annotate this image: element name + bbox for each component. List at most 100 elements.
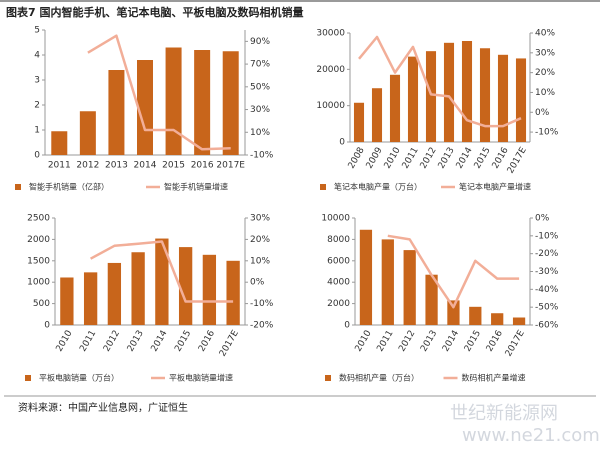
watermark: www.ne21.com [462,425,600,446]
y-tick-label: 0 [44,321,50,331]
bar [461,40,473,142]
y2-tick-label: 10% [535,88,555,98]
bar [515,58,527,142]
y2-tick-label: 30% [250,105,270,115]
line [90,240,234,303]
y-tick-label: 0 [339,138,345,148]
x-tick-label: 2014 [150,329,170,354]
bar [155,238,169,325]
y2-tick-label: -10% [250,299,274,309]
x-tick-label: 2014 [455,146,475,171]
x-tick-label: 2015 [173,329,193,354]
bar [194,50,211,155]
line [87,34,231,151]
bar [425,51,437,142]
y2-tick-label: 0% [535,108,550,118]
y2-tick-label: -30% [535,267,559,277]
x-tick-label: 2015 [473,146,493,171]
y-tick-label: 4000 [327,278,350,288]
line [387,234,520,309]
bar [51,131,68,155]
page-title: 图表7 国内智能手机、笔记本电脑、平板电脑及数码相机销量 [6,5,303,19]
y-tick-label: 0 [34,151,40,161]
x-tick-label: 2013 [105,161,128,171]
y2-tick-label: 50% [250,82,270,92]
x-tick-label: 2014 [134,161,157,171]
x-tick-label: 2011 [48,161,71,171]
legend-swatch [320,184,326,190]
y2-tick-label: 20% [250,235,270,245]
y2-tick-label: 0% [250,278,265,288]
legend-label: 智能手机销量（亿部） [29,182,109,192]
y2-tick-label: 40% [535,29,555,39]
bar [403,250,416,325]
y-tick-label: 2500 [27,214,50,224]
bar [108,70,125,155]
y-tick-label: 2000 [327,299,350,309]
y2-tick-label: 10% [250,256,270,266]
x-tick-label: 2016 [485,329,505,354]
bar [107,262,122,325]
x-tick-label: 2015 [162,161,185,171]
bar [443,42,455,143]
x-tick-label: 2010 [354,329,374,354]
bar [202,254,217,325]
x-tick-label: 2011 [78,329,98,354]
y-tick-label: 8000 [327,235,350,245]
legend-swatch [325,375,331,381]
bar [178,247,193,325]
x-tick-label: 2012 [419,146,439,171]
y-tick-label: 5 [34,26,40,36]
x-tick-label: 2008 [347,146,367,171]
bar [491,313,504,325]
line [358,35,522,128]
legend-label: 笔记本电脑产量增速 [459,182,531,192]
y-tick-label: 6000 [327,256,350,266]
y-tick-label: 500 [33,299,50,309]
bar [83,272,98,325]
watermark: 世纪新能源网 [450,403,558,424]
x-tick-label: 2017E [504,328,527,358]
bar [353,102,365,142]
y2-tick-label: -20% [535,249,559,259]
x-tick-label: 2017E [216,161,245,171]
x-tick-label: 2012 [102,329,122,354]
y2-tick-label: 70% [250,60,270,70]
bar [479,48,491,143]
x-tick-label: 2017E [218,328,241,358]
bar [381,239,394,325]
bar [371,88,383,142]
bar [222,51,239,155]
legend-label: 数码相机产量（万台） [339,373,419,383]
legend-swatch [15,184,21,190]
y2-tick-label: -50% [535,303,559,313]
y-tick-label: 1500 [27,256,50,266]
bar [226,260,240,325]
y-tick-label: 0 [344,321,350,331]
x-tick-label: 2012 [76,161,99,171]
legend-label: 平板电脑销量增速 [169,373,233,383]
y-tick-label: 10000 [321,214,350,224]
bar [389,74,401,142]
bar [512,317,526,325]
bar [79,111,96,155]
y2-tick-label: 20% [535,68,555,78]
x-tick-label: 2012 [397,329,417,354]
source: 资料来源：中国产业信息网，广证恒生 [18,401,188,414]
legend-label: 数码相机产量增速 [462,373,526,383]
y-tick-label: 20000 [316,65,345,75]
x-tick-label: 2010 [383,146,403,171]
x-tick-label: 2014 [441,329,461,354]
y-tick-label: 1 [34,126,40,136]
y2-tick-label: -40% [535,285,559,295]
x-tick-label: 2011 [375,329,395,354]
y-tick-label: 3 [34,76,40,86]
x-tick-label: 2015 [463,329,483,354]
top-rule [0,0,600,2]
x-tick-label: 2013 [419,329,439,354]
x-tick-label: 2013 [437,146,457,171]
x-tick-label: 2013 [126,329,146,354]
bar [469,306,482,325]
y2-tick-label: -60% [535,321,559,331]
y-tick-label: 2 [34,101,40,111]
